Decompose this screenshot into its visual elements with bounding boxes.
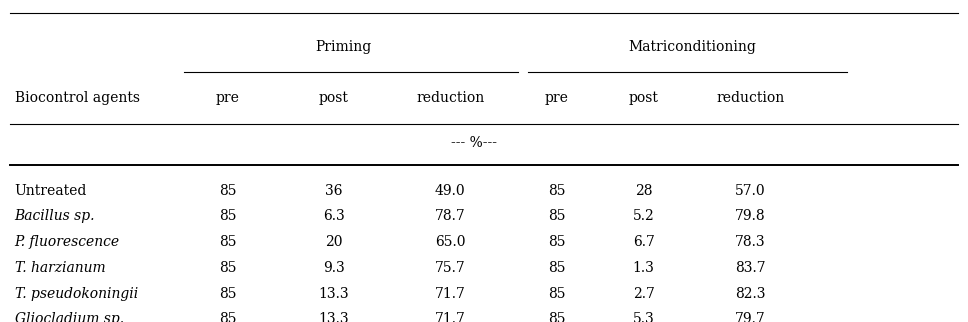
Text: 85: 85 xyxy=(219,184,236,198)
Text: 6.7: 6.7 xyxy=(633,235,654,249)
Text: 85: 85 xyxy=(548,261,565,275)
Text: 85: 85 xyxy=(219,261,236,275)
Text: Priming: Priming xyxy=(316,40,372,54)
Text: 85: 85 xyxy=(219,209,236,223)
Text: 36: 36 xyxy=(325,184,343,198)
Text: 6.3: 6.3 xyxy=(323,209,345,223)
Text: P. fluorescence: P. fluorescence xyxy=(15,235,120,249)
Text: 57.0: 57.0 xyxy=(735,184,766,198)
Text: 71.7: 71.7 xyxy=(435,312,466,322)
Text: 75.7: 75.7 xyxy=(435,261,466,275)
Text: reduction: reduction xyxy=(716,91,784,105)
Text: 20: 20 xyxy=(325,235,343,249)
Text: 5.2: 5.2 xyxy=(633,209,654,223)
Text: Untreated: Untreated xyxy=(15,184,87,198)
Text: 71.7: 71.7 xyxy=(435,287,466,301)
Text: 78.7: 78.7 xyxy=(435,209,466,223)
Text: 85: 85 xyxy=(548,287,565,301)
Text: 83.7: 83.7 xyxy=(735,261,766,275)
Text: Matriconditioning: Matriconditioning xyxy=(628,40,756,54)
Text: 85: 85 xyxy=(548,184,565,198)
Text: 49.0: 49.0 xyxy=(435,184,466,198)
Text: 65.0: 65.0 xyxy=(435,235,466,249)
Text: Biocontrol agents: Biocontrol agents xyxy=(15,91,139,105)
Text: post: post xyxy=(319,91,348,105)
Text: 5.3: 5.3 xyxy=(633,312,654,322)
Text: 79.8: 79.8 xyxy=(735,209,766,223)
Text: pre: pre xyxy=(545,91,568,105)
Text: 85: 85 xyxy=(219,312,236,322)
Text: post: post xyxy=(629,91,658,105)
Text: Bacillus sp.: Bacillus sp. xyxy=(15,209,95,223)
Text: --- %---: --- %--- xyxy=(451,136,498,150)
Text: 85: 85 xyxy=(548,235,565,249)
Text: T. harzianum: T. harzianum xyxy=(15,261,106,275)
Text: 85: 85 xyxy=(219,287,236,301)
Text: 85: 85 xyxy=(548,209,565,223)
Text: 85: 85 xyxy=(548,312,565,322)
Text: 28: 28 xyxy=(635,184,652,198)
Text: 78.3: 78.3 xyxy=(735,235,766,249)
Text: 1.3: 1.3 xyxy=(633,261,654,275)
Text: pre: pre xyxy=(216,91,239,105)
Text: 13.3: 13.3 xyxy=(318,312,349,322)
Text: reduction: reduction xyxy=(416,91,484,105)
Text: 13.3: 13.3 xyxy=(318,287,349,301)
Text: 79.7: 79.7 xyxy=(735,312,766,322)
Text: 9.3: 9.3 xyxy=(323,261,345,275)
Text: Gliocladium sp.: Gliocladium sp. xyxy=(15,312,124,322)
Text: 82.3: 82.3 xyxy=(735,287,766,301)
Text: 2.7: 2.7 xyxy=(633,287,654,301)
Text: 85: 85 xyxy=(219,235,236,249)
Text: T. pseudokoningii: T. pseudokoningii xyxy=(15,287,137,301)
